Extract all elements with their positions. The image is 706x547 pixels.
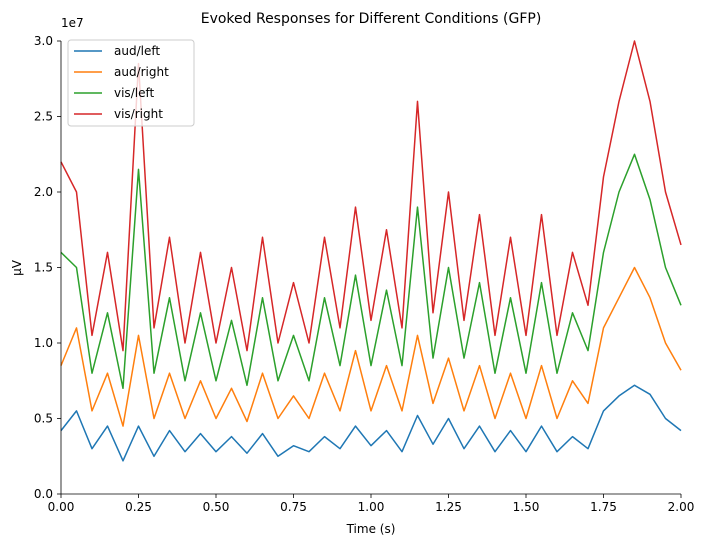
plot-lines (60, 40, 682, 462)
y-tick-label: 1.0 (34, 336, 53, 350)
x-tick-label: 1.50 (513, 500, 540, 514)
x-tick-label: 0.00 (48, 500, 75, 514)
legend-label-aud-right: aud/right (114, 65, 169, 79)
x-tick-label: 1.25 (435, 500, 462, 514)
legend-label-vis-left: vis/left (114, 86, 154, 100)
series-line-aud-right (60, 266, 682, 427)
legend-label-vis-right: vis/right (114, 107, 163, 121)
legend-box (67, 39, 195, 127)
x-tick-label: 0.50 (203, 500, 230, 514)
series-line-vis-right (60, 40, 682, 352)
legend-label-aud-left: aud/left (114, 44, 160, 58)
x-tick-label: 1.00 (358, 500, 385, 514)
y-tick-label: 3.0 (34, 34, 53, 48)
x-tick-label: 2.00 (668, 500, 695, 514)
series-line-vis-left (60, 153, 682, 390)
series-line-aud-left (60, 384, 682, 462)
x-axis-label: Time (s) (346, 522, 396, 536)
y-tick-label: 2.0 (34, 185, 53, 199)
y-tick-label: 1.5 (34, 261, 53, 275)
x-ticks: 0.00 0.25 0.50 0.75 1.00 1.25 1.50 1.75 2.00 (48, 494, 695, 514)
chart-title: Evoked Responses for Different Condition… (201, 11, 542, 27)
y-ticks: 0.0 0.5 1.0 1.5 2.0 2.5 3.0 (34, 34, 61, 501)
x-tick-label: 1.75 (590, 500, 617, 514)
y-axis-label: µV (10, 259, 24, 276)
legend: aud/left aud/right vis/left vis/right (67, 39, 195, 127)
x-tick-label: 0.75 (280, 500, 307, 514)
x-tick-label: 0.25 (125, 500, 152, 514)
y-tick-label: 0.0 (34, 487, 53, 501)
y-tick-label: 2.5 (34, 110, 53, 124)
y-tick-label: 0.5 (34, 412, 53, 426)
y-offset-label: 1e7 (61, 16, 84, 30)
